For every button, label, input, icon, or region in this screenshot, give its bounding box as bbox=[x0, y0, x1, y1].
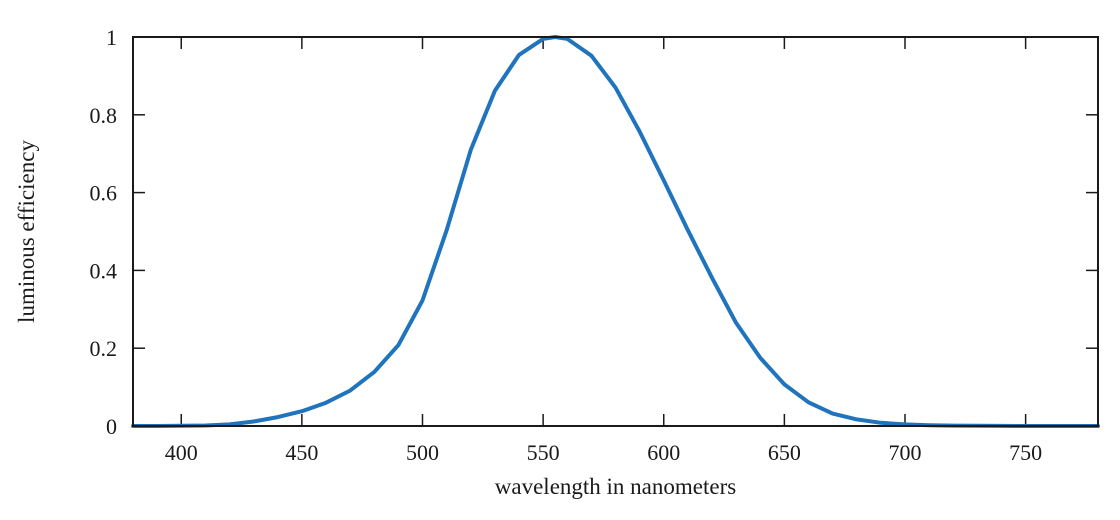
x-tick-label: 600 bbox=[647, 440, 680, 465]
x-tick-label: 750 bbox=[1009, 440, 1042, 465]
x-tick-label: 450 bbox=[285, 440, 318, 465]
plot-frame bbox=[132, 36, 1099, 427]
y-tick-label: 1 bbox=[106, 25, 117, 50]
y-tick-label: 0 bbox=[106, 414, 117, 439]
x-tick-label: 500 bbox=[406, 440, 439, 465]
y-tick-label: 0.6 bbox=[90, 181, 118, 206]
y-tick-label: 0.4 bbox=[90, 258, 118, 283]
x-tick-label: 550 bbox=[527, 440, 560, 465]
x-tick-label: 650 bbox=[768, 440, 801, 465]
series-line bbox=[131, 35, 1100, 428]
x-tick-label: 700 bbox=[889, 440, 922, 465]
x-tick-label: 400 bbox=[165, 440, 198, 465]
y-axis-label: luminous efficiency bbox=[14, 140, 39, 323]
ticks-layer bbox=[133, 36, 1098, 427]
y-tick-label: 0.2 bbox=[90, 336, 118, 361]
x-axis-label: wavelength in nanometers bbox=[495, 474, 736, 499]
series-layer bbox=[131, 35, 1100, 428]
tick-labels-layer: 400 450 500 550 600 650 700 750 0 0.2 0.4 0.6 0.8 1 bbox=[90, 25, 1043, 465]
y-tick-label: 0.8 bbox=[90, 103, 118, 128]
